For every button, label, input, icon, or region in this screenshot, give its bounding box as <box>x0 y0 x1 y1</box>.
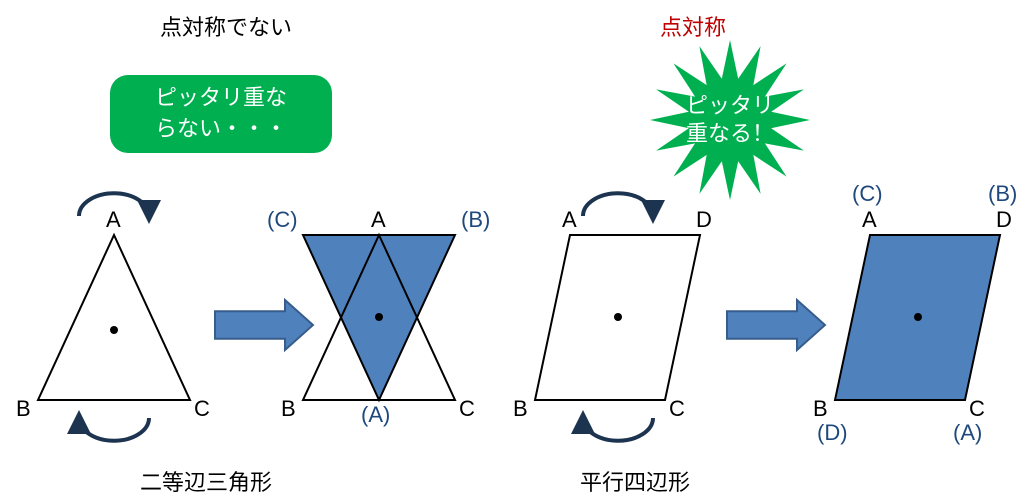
vertex-C-rotated: (C) <box>852 181 883 207</box>
vertex-C: C <box>194 396 210 422</box>
rotation-arc-icon <box>583 193 653 216</box>
vertex-C: C <box>459 396 475 422</box>
vertex-B: B <box>281 396 296 422</box>
vertex-C: C <box>669 396 685 422</box>
vertex-A-rotated: (A) <box>361 402 390 428</box>
vertex-B-rotated: (B) <box>461 207 490 233</box>
center-dot <box>110 326 118 334</box>
arrow-right-icon <box>215 300 313 350</box>
arrow-right-icon <box>727 300 825 350</box>
vertex-B: B <box>813 396 828 422</box>
title-not-point-symmetric: 点対称でない <box>160 10 292 42</box>
vertex-B: B <box>16 396 31 422</box>
vertex-A: A <box>562 207 577 233</box>
vertex-A-rotated: (A) <box>953 420 982 446</box>
callout-not-overlap: ピッタリ重な らない・・・ <box>110 75 332 153</box>
center-dot <box>614 313 622 321</box>
callout-not-overlap-line: らない・・・ <box>155 116 287 141</box>
vertex-A: A <box>371 207 386 233</box>
vertex-D: D <box>996 207 1012 233</box>
rotation-arc-icon <box>79 418 149 441</box>
vertex-A: A <box>106 207 121 233</box>
triangle-original <box>38 235 190 400</box>
caption-triangle: 二等辺三角形 <box>140 465 272 497</box>
callout-not-overlap-line: ピッタリ重な <box>155 85 287 110</box>
center-dot <box>375 313 383 321</box>
caption-parallelogram: 平行四辺形 <box>580 465 690 497</box>
callout-overlap-line: 重なる！ <box>686 121 774 146</box>
rotation-arc-icon <box>583 418 653 441</box>
title-point-symmetric: 点対称 <box>660 10 726 42</box>
callout-overlap: ピッタリ 重なる！ <box>670 92 790 147</box>
center-dot <box>914 313 922 321</box>
vertex-C: C <box>969 396 985 422</box>
vertex-B-rotated: (B) <box>988 181 1017 207</box>
callout-overlap-line: ピッタリ <box>686 93 774 118</box>
vertex-C-rotated: (C) <box>267 207 298 233</box>
vertex-D-rotated: (D) <box>817 420 848 446</box>
vertex-A: A <box>862 207 877 233</box>
vertex-B: B <box>513 396 528 422</box>
vertex-D: D <box>696 207 712 233</box>
